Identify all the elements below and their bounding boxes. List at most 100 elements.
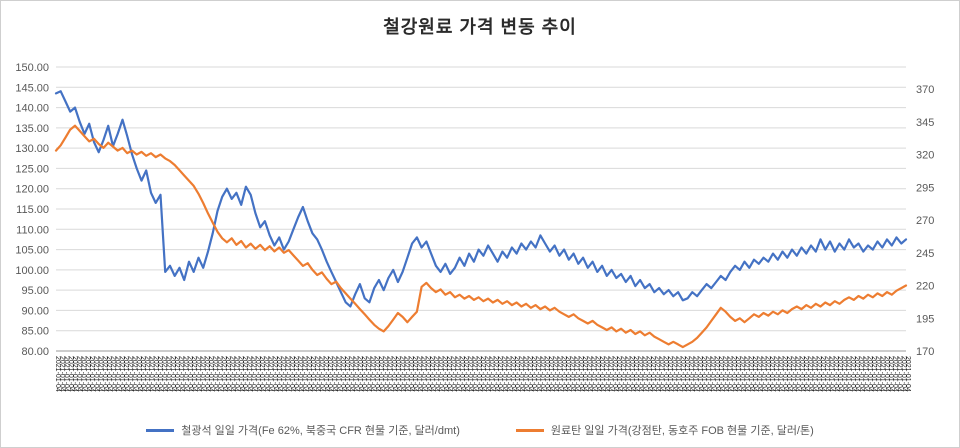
svg-text:2021-01-04: 2021-01-04	[488, 356, 495, 392]
svg-text:2021-01-04: 2021-01-04	[517, 356, 524, 392]
svg-text:2021-01-04: 2021-01-04	[216, 356, 223, 392]
svg-text:2021-01-04: 2021-01-04	[322, 356, 329, 392]
svg-text:2021-01-04: 2021-01-04	[245, 356, 252, 392]
svg-text:145.00: 145.00	[15, 82, 49, 94]
svg-text:220: 220	[916, 281, 934, 293]
svg-text:2021-01-04: 2021-01-04	[760, 356, 767, 392]
svg-text:2021-01-04: 2021-01-04	[764, 356, 771, 392]
svg-text:2021-01-04: 2021-01-04	[577, 356, 584, 392]
svg-text:2021-01-04: 2021-01-04	[177, 356, 184, 392]
svg-text:2021-01-04: 2021-01-04	[870, 356, 877, 392]
svg-text:2021-01-04: 2021-01-04	[811, 356, 818, 392]
left-axis-labels: 150.00 145.00 140.00 135.00 130.00 125.00 120.…	[15, 62, 49, 358]
svg-text:2021-01-04: 2021-01-04	[71, 356, 78, 392]
svg-text:2021-01-04: 2021-01-04	[67, 356, 74, 392]
svg-text:2021-01-04: 2021-01-04	[670, 356, 677, 392]
svg-text:2021-01-04: 2021-01-04	[369, 356, 376, 392]
svg-text:2021-01-04: 2021-01-04	[751, 356, 758, 392]
svg-text:130.00: 130.00	[15, 143, 49, 155]
svg-text:2021-01-04: 2021-01-04	[547, 356, 554, 392]
svg-text:2021-01-04: 2021-01-04	[390, 356, 397, 392]
svg-text:270: 270	[916, 215, 934, 227]
svg-text:2021-01-04: 2021-01-04	[823, 356, 830, 392]
svg-text:2021-01-04: 2021-01-04	[403, 356, 410, 392]
svg-text:2021-01-04: 2021-01-04	[492, 356, 499, 392]
gridlines	[56, 66, 906, 352]
svg-text:2021-01-04: 2021-01-04	[454, 356, 461, 392]
svg-text:2021-01-04: 2021-01-04	[139, 356, 146, 392]
svg-text:2021-01-04: 2021-01-04	[687, 356, 694, 392]
legend: 철광석 일일 가격(Fe 62%, 북중국 CFR 현물 기준, 달러/dmt)…	[1, 422, 959, 438]
svg-text:2021-01-04: 2021-01-04	[143, 356, 150, 392]
svg-text:2021-01-04: 2021-01-04	[845, 356, 852, 392]
svg-text:295: 295	[916, 182, 934, 194]
svg-text:2021-01-04: 2021-01-04	[602, 356, 609, 392]
svg-text:2021-01-04: 2021-01-04	[441, 356, 448, 392]
svg-text:245: 245	[916, 248, 934, 260]
svg-text:2021-01-04: 2021-01-04	[330, 356, 337, 392]
svg-text:2021-01-04: 2021-01-04	[607, 356, 614, 392]
svg-text:2021-01-04: 2021-01-04	[122, 356, 129, 392]
svg-text:2021-01-04: 2021-01-04	[611, 356, 618, 392]
svg-text:2021-01-04: 2021-01-04	[896, 356, 903, 392]
svg-text:2021-01-04: 2021-01-04	[449, 356, 456, 392]
svg-text:2021-01-04: 2021-01-04	[806, 356, 813, 392]
svg-text:2021-01-04: 2021-01-04	[398, 356, 405, 392]
svg-text:85.00: 85.00	[21, 326, 49, 338]
svg-text:2021-01-04: 2021-01-04	[475, 356, 482, 392]
svg-text:2021-01-04: 2021-01-04	[675, 356, 682, 392]
svg-text:2021-01-04: 2021-01-04	[891, 356, 898, 392]
svg-text:2021-01-04: 2021-01-04	[734, 356, 741, 392]
svg-text:2021-01-04: 2021-01-04	[54, 356, 61, 392]
svg-text:2021-01-04: 2021-01-04	[105, 356, 112, 392]
svg-text:2021-01-04: 2021-01-04	[250, 356, 257, 392]
svg-text:2021-01-04: 2021-01-04	[199, 356, 206, 392]
svg-text:2021-01-04: 2021-01-04	[649, 356, 656, 392]
svg-text:2021-01-04: 2021-01-04	[513, 356, 520, 392]
svg-text:2021-01-04: 2021-01-04	[628, 356, 635, 392]
svg-text:2021-01-04: 2021-01-04	[828, 356, 835, 392]
svg-text:2021-01-04: 2021-01-04	[738, 356, 745, 392]
svg-text:2021-01-04: 2021-01-04	[275, 356, 282, 392]
svg-text:2021-01-04: 2021-01-04	[696, 356, 703, 392]
svg-text:2021-01-04: 2021-01-04	[862, 356, 869, 392]
svg-text:2021-01-04: 2021-01-04	[424, 356, 431, 392]
svg-text:2021-01-04: 2021-01-04	[683, 356, 690, 392]
svg-text:2021-01-04: 2021-01-04	[632, 356, 639, 392]
svg-text:2021-01-04: 2021-01-04	[573, 356, 580, 392]
svg-text:2021-01-04: 2021-01-04	[182, 356, 189, 392]
svg-text:2021-01-04: 2021-01-04	[58, 356, 65, 392]
svg-text:2021-01-04: 2021-01-04	[747, 356, 754, 392]
svg-text:2021-01-04: 2021-01-04	[271, 356, 278, 392]
svg-text:2021-01-04: 2021-01-04	[743, 356, 750, 392]
svg-text:345: 345	[916, 117, 934, 129]
svg-text:2021-01-04: 2021-01-04	[721, 356, 728, 392]
svg-text:2021-01-04: 2021-01-04	[802, 356, 809, 392]
svg-text:2021-01-04: 2021-01-04	[874, 356, 881, 392]
svg-text:2021-01-04: 2021-01-04	[636, 356, 643, 392]
svg-text:370: 370	[916, 84, 934, 96]
svg-text:2021-01-04: 2021-01-04	[466, 356, 473, 392]
svg-text:2021-01-04: 2021-01-04	[585, 356, 592, 392]
svg-text:2021-01-04: 2021-01-04	[658, 356, 665, 392]
svg-text:2021-01-04: 2021-01-04	[296, 356, 303, 392]
svg-text:2021-01-04: 2021-01-04	[768, 356, 775, 392]
svg-text:120.00: 120.00	[15, 184, 49, 196]
svg-text:2021-01-04: 2021-01-04	[233, 356, 240, 392]
svg-text:2021-01-04: 2021-01-04	[318, 356, 325, 392]
svg-text:2021-01-04: 2021-01-04	[415, 356, 422, 392]
svg-text:2021-01-04: 2021-01-04	[832, 356, 839, 392]
svg-text:2021-01-04: 2021-01-04	[534, 356, 541, 392]
svg-text:2021-01-04: 2021-01-04	[309, 356, 316, 392]
svg-text:2021-01-04: 2021-01-04	[335, 356, 342, 392]
svg-text:2021-01-04: 2021-01-04	[483, 356, 490, 392]
svg-text:2021-01-04: 2021-01-04	[279, 356, 286, 392]
svg-text:2021-01-04: 2021-01-04	[726, 356, 733, 392]
svg-text:2021-01-04: 2021-01-04	[530, 356, 537, 392]
coking-coal-legend-label: 원료탄 일일 가격(강점탄, 동호주 FOB 현물 기준, 달러/톤)	[550, 425, 814, 437]
svg-text:2021-01-04: 2021-01-04	[88, 356, 95, 392]
svg-text:2021-01-04: 2021-01-04	[857, 356, 864, 392]
svg-text:2021-01-04: 2021-01-04	[526, 356, 533, 392]
svg-text:2021-01-04: 2021-01-04	[840, 356, 847, 392]
svg-text:140.00: 140.00	[15, 103, 49, 115]
